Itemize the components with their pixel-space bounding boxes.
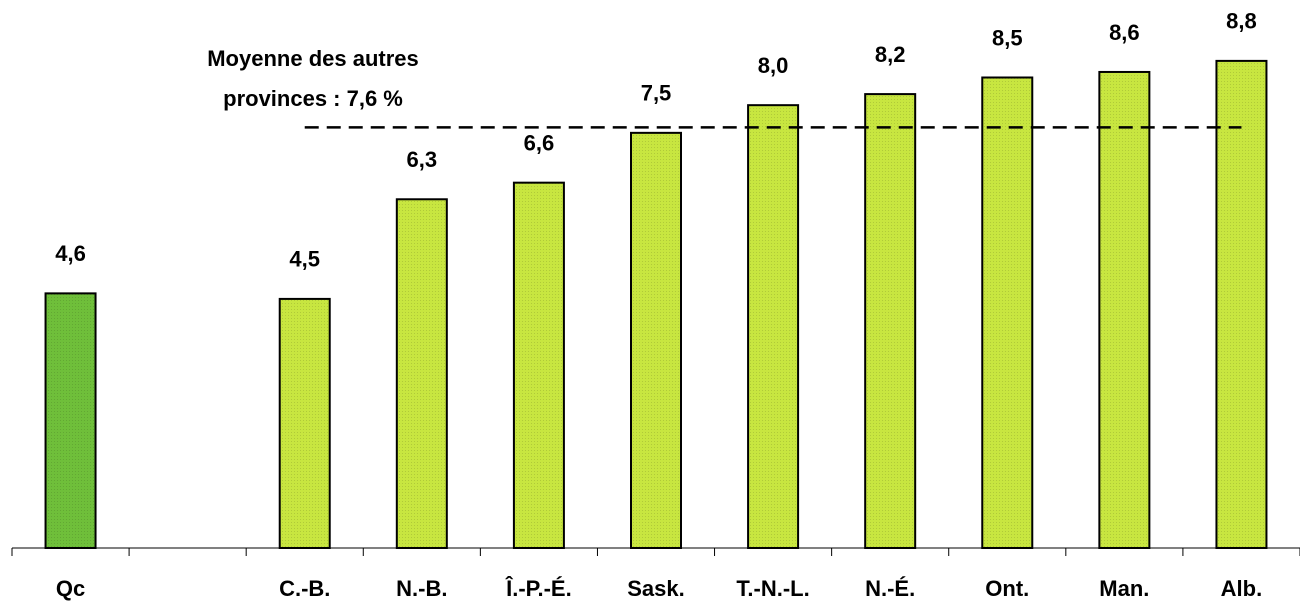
bar-texture <box>1216 60 1267 549</box>
x-tick-label: Ont. <box>985 576 1029 601</box>
value-label: 4,6 <box>55 241 86 266</box>
bar-texture <box>748 105 799 548</box>
value-label: 8,0 <box>758 53 789 78</box>
value-label: 6,6 <box>524 130 555 155</box>
x-tick-label: N.-É. <box>865 576 915 601</box>
value-label: 8,8 <box>1226 9 1257 34</box>
bar-texture <box>513 182 564 548</box>
x-tick-label: T.-N.-L. <box>736 576 809 601</box>
bar-texture <box>865 94 916 548</box>
value-label: 8,6 <box>1109 20 1140 45</box>
x-tick-label: Alb. <box>1221 576 1263 601</box>
x-tick-label: Î.-P.-É. <box>505 576 572 601</box>
value-label: 7,5 <box>641 81 672 106</box>
value-label: 8,2 <box>875 42 906 67</box>
x-tick-label: Sask. <box>627 576 685 601</box>
bar-texture <box>631 132 681 548</box>
bar-texture <box>45 293 96 548</box>
bar-texture <box>982 77 1033 549</box>
reference-label: provinces : 7,6 % <box>223 86 403 111</box>
bar-texture <box>396 199 447 549</box>
value-label: 8,5 <box>992 25 1023 50</box>
value-label: 6,3 <box>407 147 438 172</box>
bar-texture <box>279 298 330 548</box>
x-tick-label: C.-B. <box>279 576 330 601</box>
x-tick-label: Qc <box>56 576 85 601</box>
bar-texture <box>1099 71 1150 548</box>
reference-label: Moyenne des autres <box>207 46 419 71</box>
value-label: 4,5 <box>289 247 320 272</box>
x-tick-label: Man. <box>1099 576 1149 601</box>
x-tick-label: N.-B. <box>396 576 447 601</box>
